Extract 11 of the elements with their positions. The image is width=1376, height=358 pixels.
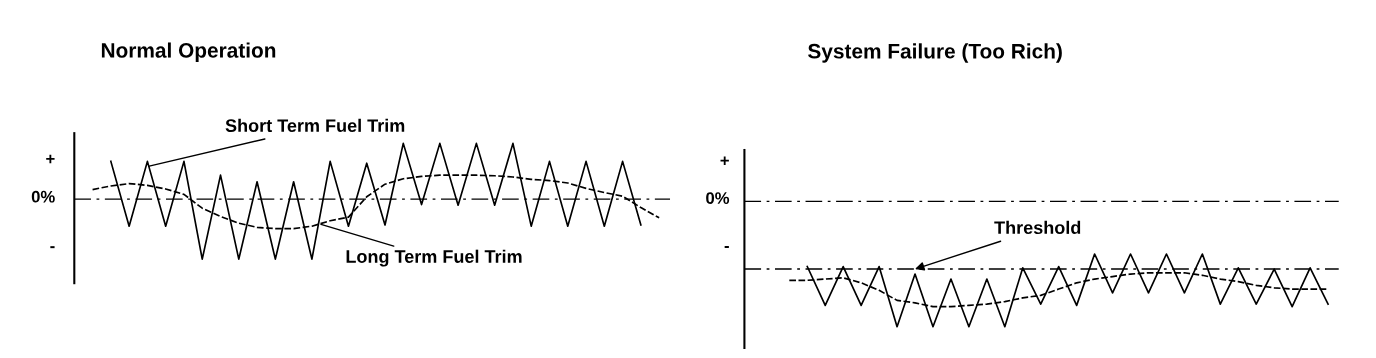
text: -: [50, 246, 55, 249]
annotation: Long Term Fuel Trim: [346, 249, 522, 267]
text: +: [720, 156, 729, 165]
chart-title: System Failure (Too Rich): [808, 43, 1062, 63]
text: 0%: [31, 190, 55, 203]
text: 0%: [706, 192, 730, 204]
text: -: [724, 246, 729, 248]
text: +: [46, 154, 55, 164]
text: Short Term Fuel Trim: [225, 118, 405, 133]
chart-title: Normal Operation: [101, 42, 276, 62]
annotation: Threshold: [994, 220, 1081, 235]
